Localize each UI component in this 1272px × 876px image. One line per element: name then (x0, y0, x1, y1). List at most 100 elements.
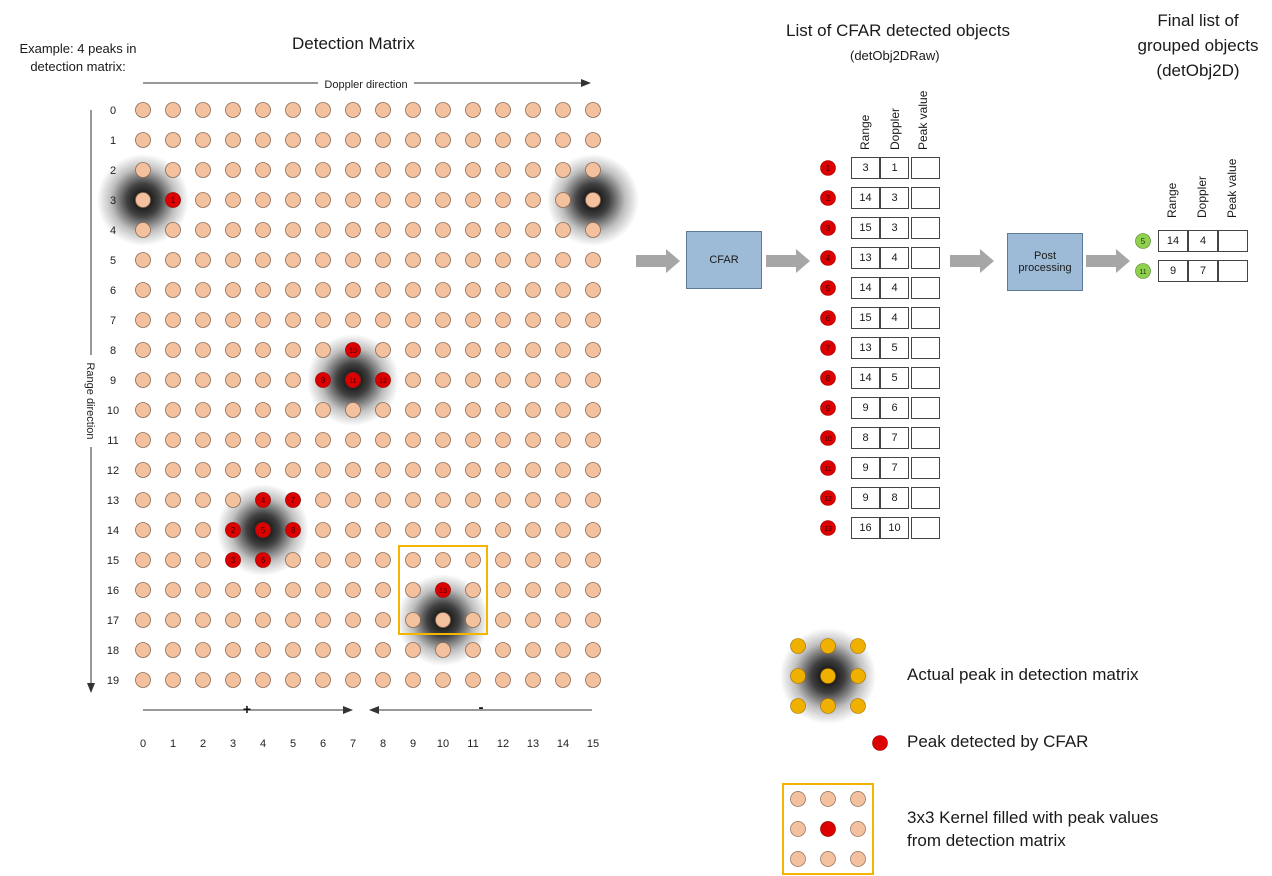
matrix-cell (555, 432, 571, 448)
matrix-cell (375, 642, 391, 658)
cfar-list-peak-cell (911, 157, 940, 179)
legend-peak-dot (850, 698, 866, 714)
matrix-cell (285, 582, 301, 598)
matrix-cell (465, 102, 481, 118)
matrix-cell (285, 672, 301, 688)
matrix-cell (555, 312, 571, 328)
matrix-cell (555, 552, 571, 568)
legend-peak-dot (820, 698, 836, 714)
matrix-cell (375, 612, 391, 628)
matrix-cell (555, 162, 571, 178)
cfar-list-range-cell: 8 (851, 427, 880, 449)
cfar-detection-marker (255, 522, 271, 538)
matrix-cell (555, 672, 571, 688)
matrix-cell (405, 642, 421, 658)
matrix-cell (285, 432, 301, 448)
matrix-cell (465, 612, 481, 628)
cfar-detection-id: 12 (379, 378, 387, 385)
matrix-cell (255, 252, 271, 268)
final-list-id-marker: 11 (1135, 263, 1151, 279)
cfar-detection-id: 2 (231, 526, 236, 535)
matrix-cell (195, 402, 211, 418)
matrix-cell (135, 552, 151, 568)
post-block-line1: Post (1033, 250, 1056, 262)
matrix-cell (465, 642, 481, 658)
cfar-list-id: 13 (824, 526, 832, 533)
matrix-cell (345, 522, 361, 538)
post-block-line2: processing (1018, 262, 1072, 274)
matrix-cell (585, 282, 601, 298)
matrix-cell (195, 192, 211, 208)
matrix-cell (165, 462, 181, 478)
cfar-list-range-cell: 9 (851, 457, 880, 479)
matrix-cell (555, 282, 571, 298)
cfar-detection-marker (255, 492, 271, 508)
matrix-cell (345, 192, 361, 208)
matrix-cell (345, 312, 361, 328)
matrix-cell (525, 402, 541, 418)
cfar-list-title: List of CFAR detected objects (786, 21, 1010, 40)
matrix-cell (555, 132, 571, 148)
matrix-cell (255, 162, 271, 178)
matrix-cell (375, 582, 391, 598)
matrix-cell (195, 132, 211, 148)
final-list-id-dot (1135, 233, 1151, 249)
matrix-cell (135, 192, 151, 208)
row-label: 13 (107, 495, 119, 507)
cfar-list-id-dot (820, 370, 836, 386)
cfar-list-id-marker: 2 (820, 190, 836, 206)
matrix-cell (495, 102, 511, 118)
matrix-cell (495, 522, 511, 538)
legend-peak-dot (790, 638, 806, 654)
matrix-cell (195, 552, 211, 568)
matrix-cell (555, 102, 571, 118)
matrix-cell (435, 102, 451, 118)
cfar-list-id-marker: 12 (820, 490, 836, 506)
legend-kernel-dot (850, 851, 866, 867)
matrix-cell (315, 102, 331, 118)
legend-actual-peak-text: Actual peak in detection matrix (907, 665, 1139, 684)
matrix-cell (495, 642, 511, 658)
final-list-id: 5 (1141, 237, 1146, 246)
matrix-cell (375, 102, 391, 118)
matrix-cell (225, 462, 241, 478)
matrix-cell (375, 342, 391, 358)
cfar-list-id-dot (820, 250, 836, 266)
matrix-cell (195, 102, 211, 118)
matrix-cell (435, 342, 451, 358)
row-label: 9 (110, 375, 116, 387)
matrix-cell (405, 402, 421, 418)
matrix-cell (375, 312, 391, 328)
cfar-list-peak-cell (911, 337, 940, 359)
legend-peak-dot (790, 668, 806, 684)
matrix-cell (525, 102, 541, 118)
cfar-list-id: 11 (824, 466, 831, 473)
matrix-cell (405, 222, 421, 238)
example-note-line2: detection matrix: (30, 59, 126, 74)
matrix-cell (495, 672, 511, 688)
cfar-list-range-cell: 14 (851, 367, 880, 389)
matrix-cell (315, 162, 331, 178)
matrix-cell (285, 102, 301, 118)
matrix-cell (375, 492, 391, 508)
row-label: 3 (110, 195, 116, 207)
matrix-cell (255, 462, 271, 478)
matrix-cell (135, 252, 151, 268)
cfar-detection-id: 11 (349, 378, 356, 385)
matrix-cell (585, 342, 601, 358)
matrix-cell (465, 522, 481, 538)
cfar-list-id-marker: 7 (820, 340, 836, 356)
row-label: 17 (107, 615, 119, 627)
matrix-cell (585, 372, 601, 388)
cfar-detection-marker (375, 372, 391, 388)
legend-graphics (780, 628, 888, 875)
legend-kernel-line1: 3x3 Kernel filled with peak values (907, 808, 1159, 827)
matrix-cell (135, 672, 151, 688)
matrix-cell (285, 252, 301, 268)
matrix-cell (165, 432, 181, 448)
matrix-cell (375, 282, 391, 298)
matrix-cell (165, 402, 181, 418)
column-label: 10 (437, 738, 449, 750)
matrix-cell (435, 552, 451, 568)
matrix-cell (225, 312, 241, 328)
